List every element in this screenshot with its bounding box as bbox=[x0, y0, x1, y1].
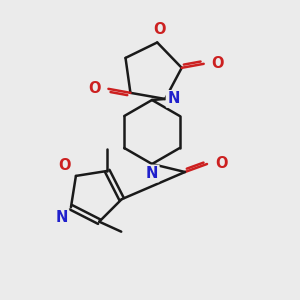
Text: O: O bbox=[212, 56, 224, 71]
Text: N: N bbox=[56, 210, 68, 225]
Text: O: O bbox=[88, 81, 100, 96]
Text: O: O bbox=[153, 22, 166, 38]
Text: N: N bbox=[146, 166, 158, 181]
Text: O: O bbox=[215, 157, 227, 172]
Text: N: N bbox=[167, 92, 179, 106]
Text: O: O bbox=[58, 158, 71, 173]
